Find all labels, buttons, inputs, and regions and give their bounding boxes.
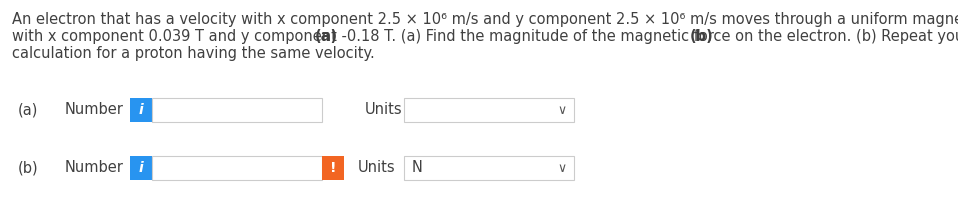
FancyBboxPatch shape [404,98,574,122]
FancyBboxPatch shape [322,156,344,180]
Text: i: i [139,103,144,117]
Text: with x component 0.039 T and y component -0.18 T. (a) Find the magnitude of the : with x component 0.039 T and y component… [12,29,958,44]
Text: ∨: ∨ [558,103,566,116]
Text: An electron that has a velocity with x component 2.5 × 10⁶ m/s and y component 2: An electron that has a velocity with x c… [12,12,958,27]
FancyBboxPatch shape [130,156,152,180]
Text: Number: Number [65,161,124,176]
Text: !: ! [330,161,336,175]
Text: i: i [139,161,144,175]
Text: (a): (a) [314,29,337,44]
Text: (b): (b) [18,161,38,176]
Text: calculation for a proton having the same velocity.: calculation for a proton having the same… [12,46,375,61]
Text: Units: Units [358,161,396,176]
Text: Units: Units [365,103,402,118]
Text: (b): (b) [690,29,714,44]
Text: Number: Number [65,103,124,118]
FancyBboxPatch shape [130,98,152,122]
Text: N: N [412,161,422,176]
FancyBboxPatch shape [152,156,322,180]
FancyBboxPatch shape [404,156,574,180]
FancyBboxPatch shape [152,98,322,122]
Text: ∨: ∨ [558,161,566,175]
Text: (a): (a) [18,103,38,118]
